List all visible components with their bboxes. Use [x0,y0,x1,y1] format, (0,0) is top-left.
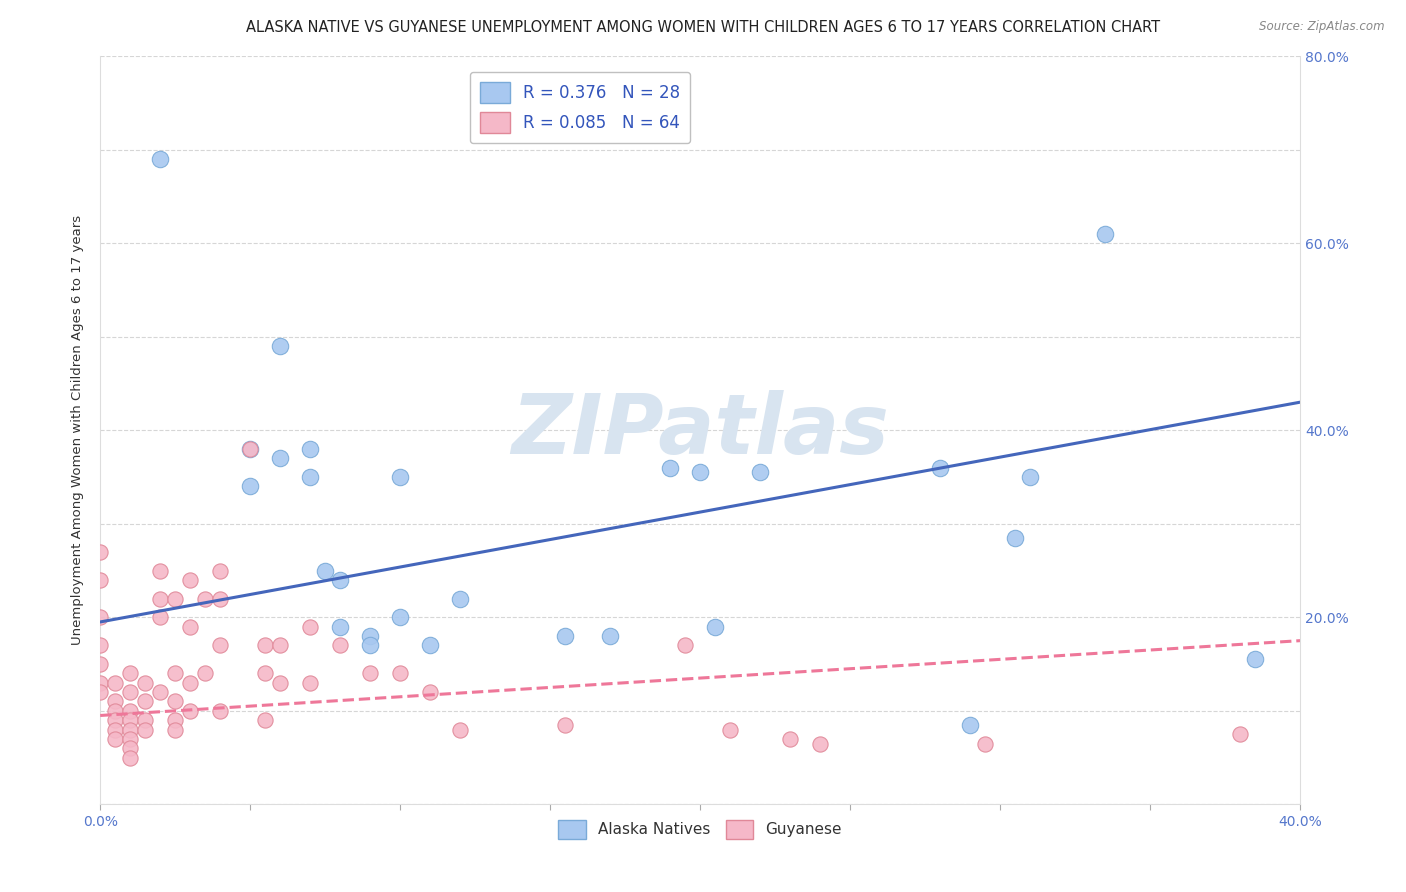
Point [359,666,381,681]
Point [209,564,232,578]
Point [209,638,232,652]
Point [194,591,217,606]
Point [104,675,127,690]
Point [929,460,952,475]
Point [149,564,172,578]
Point [120,666,142,681]
Point [89,638,111,652]
Point [269,451,291,466]
Point [329,573,352,587]
Point [165,694,187,708]
Point [449,591,471,606]
Point [389,666,412,681]
Point [120,731,142,746]
Point [149,685,172,699]
Point [254,666,277,681]
Point [165,713,187,727]
Point [120,741,142,756]
Point [104,704,127,718]
Point [419,638,441,652]
Point [179,620,201,634]
Point [1094,227,1116,241]
Point [359,638,381,652]
Point [449,723,471,737]
Point [149,610,172,624]
Point [209,704,232,718]
Point [389,470,412,484]
Point [808,737,831,751]
Point [329,638,352,652]
Point [209,591,232,606]
Text: ZIPatlas: ZIPatlas [512,390,889,471]
Point [89,573,111,587]
Point [104,731,127,746]
Point [299,442,322,456]
Point [104,723,127,737]
Point [974,737,997,751]
Point [239,442,262,456]
Point [179,704,201,718]
Y-axis label: Unemployment Among Women with Children Ages 6 to 17 years: Unemployment Among Women with Children A… [72,215,84,645]
Point [89,685,111,699]
Point [149,152,172,166]
Text: ALASKA NATIVE VS GUYANESE UNEMPLOYMENT AMONG WOMEN WITH CHILDREN AGES 6 TO 17 YE: ALASKA NATIVE VS GUYANESE UNEMPLOYMENT A… [246,20,1160,35]
Point [179,675,201,690]
Point [959,718,981,732]
Point [120,713,142,727]
Point [779,731,801,746]
Point [554,718,576,732]
Point [120,723,142,737]
Point [104,694,127,708]
Point [269,675,291,690]
Point [659,460,682,475]
Point [718,723,741,737]
Point [149,591,172,606]
Point [689,466,711,480]
Point [749,466,772,480]
Point [165,723,187,737]
Point [165,666,187,681]
Text: Source: ZipAtlas.com: Source: ZipAtlas.com [1260,20,1385,33]
Point [314,564,336,578]
Point [329,620,352,634]
Point [299,470,322,484]
Point [89,545,111,559]
Point [89,610,111,624]
Point [254,713,277,727]
Point [1229,727,1251,741]
Point [120,704,142,718]
Point [269,638,291,652]
Legend: Alaska Natives, Guyanese: Alaska Natives, Guyanese [553,814,848,846]
Point [120,685,142,699]
Point [299,675,322,690]
Point [419,685,441,699]
Point [704,620,727,634]
Point [104,713,127,727]
Point [299,620,322,634]
Point [194,666,217,681]
Point [134,675,156,690]
Point [165,591,187,606]
Point [134,694,156,708]
Point [389,610,412,624]
Point [1244,652,1267,666]
Point [89,675,111,690]
Point [1019,470,1042,484]
Point [89,657,111,671]
Point [673,638,696,652]
Point [359,629,381,643]
Point [254,638,277,652]
Point [599,629,621,643]
Point [134,723,156,737]
Point [134,713,156,727]
Point [239,442,262,456]
Point [269,339,291,353]
Point [120,750,142,764]
Point [179,573,201,587]
Point [1004,531,1026,545]
Point [239,479,262,493]
Point [554,629,576,643]
